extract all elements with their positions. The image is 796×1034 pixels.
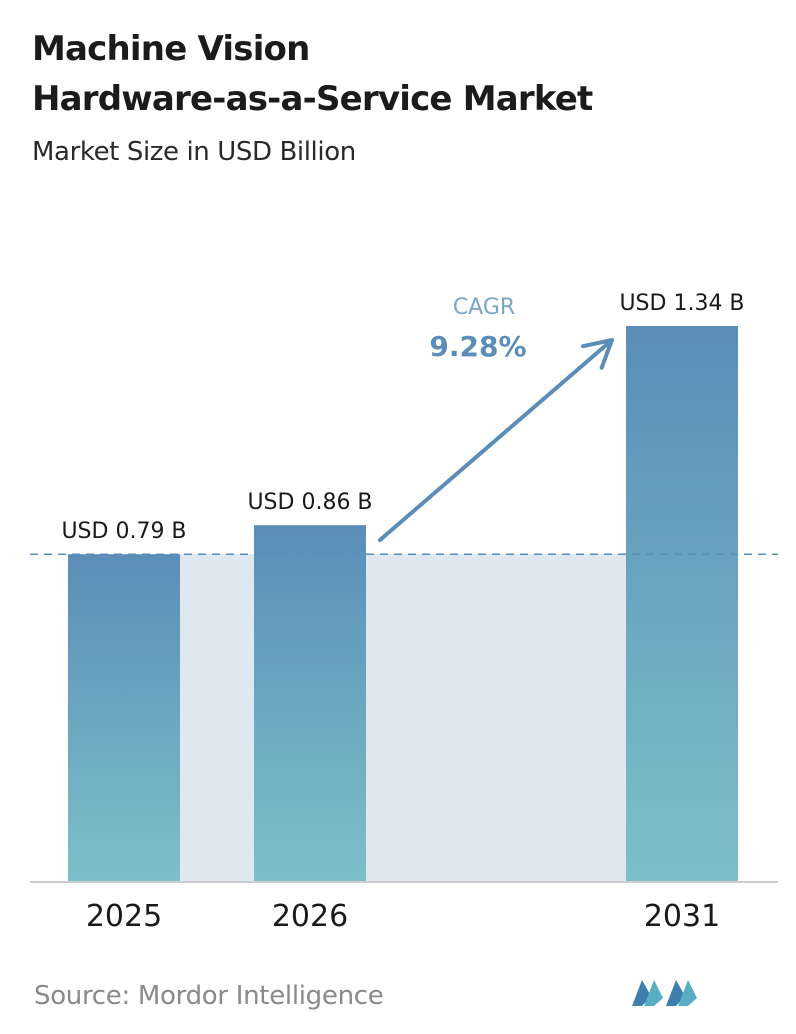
x-tick-2031: 2031 — [644, 899, 720, 934]
bar-2031 — [626, 326, 738, 882]
source-note: Source: Mordor Intelligence — [34, 981, 384, 1011]
chart-subtitle: Market Size in USD Billion — [32, 137, 356, 167]
bars-group — [68, 326, 738, 882]
x-tick-2026: 2026 — [272, 899, 348, 934]
data-labels-group: USD 0.79 B USD 0.86 B USD 1.34 B — [61, 291, 744, 544]
cagr-value: 9.28% — [429, 330, 526, 363]
data-label-2031: USD 1.34 B — [619, 291, 744, 316]
x-tick-labels-group: 2025 2026 2031 — [86, 899, 720, 934]
chart-title-line-1: Machine Vision — [32, 29, 310, 69]
chart-title-line-2: Hardware-as-a-Service Market — [32, 79, 593, 119]
mordor-intelligence-logo-icon — [632, 980, 697, 1006]
cagr-label: CAGR — [453, 295, 515, 320]
bar-2026 — [254, 525, 366, 882]
cagr-arrow-icon — [378, 338, 614, 542]
x-tick-2025: 2025 — [86, 899, 162, 934]
data-label-2025: USD 0.79 B — [61, 519, 186, 544]
bar-2025 — [68, 554, 180, 882]
chart-title: Machine Vision Hardware-as-a-Service Mar… — [32, 24, 752, 124]
data-label-2026: USD 0.86 B — [247, 490, 372, 515]
cagr-annotation: CAGR 9.28% — [378, 295, 614, 542]
